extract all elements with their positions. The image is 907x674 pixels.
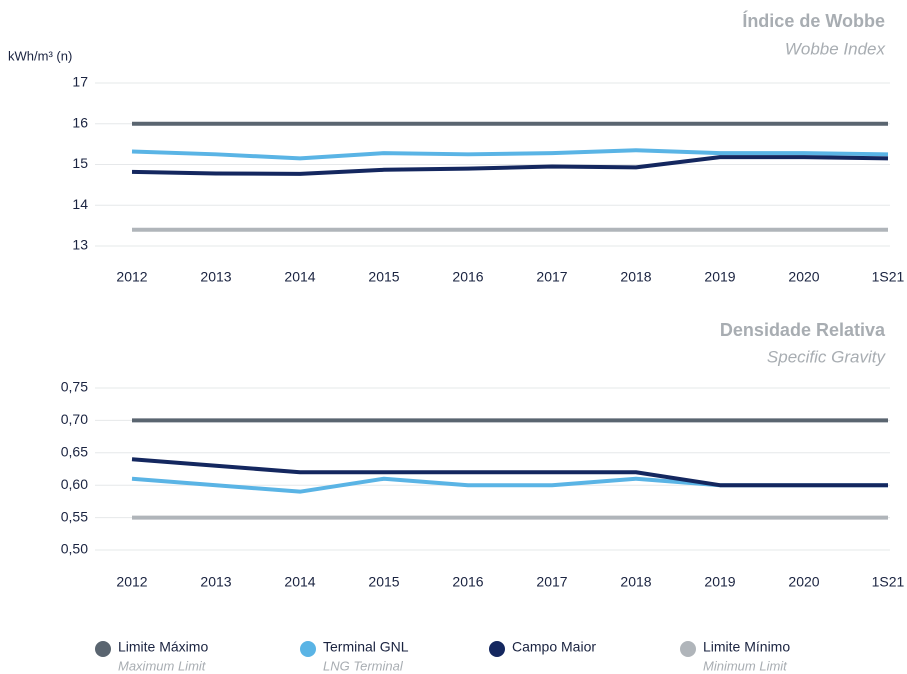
legend-translation: Maximum Limit — [118, 658, 207, 673]
x-tick-label: 2020 — [788, 269, 819, 285]
y-tick-label: 15 — [72, 155, 88, 171]
x-tick-label: 2019 — [704, 574, 735, 590]
legend-label: Limite Mínimo — [703, 639, 790, 655]
x-tick-label: 2018 — [620, 269, 651, 285]
x-tick-label: 2015 — [368, 269, 399, 285]
x-tick-label: 2015 — [368, 574, 399, 590]
x-tick-label: 2014 — [284, 269, 315, 285]
series-line — [131, 148, 889, 161]
legend-swatch — [300, 641, 316, 657]
chart-title: Índice de Wobbe — [742, 10, 885, 31]
y-tick-label: 17 — [72, 74, 88, 90]
y-axis-label: kWh/m³ (n) — [8, 48, 72, 63]
series-line — [131, 155, 889, 176]
x-tick-label: 2018 — [620, 574, 651, 590]
y-tick-label: 14 — [72, 196, 88, 212]
x-tick-label: 1S21 — [872, 269, 905, 285]
legend-label: Limite Máximo — [118, 639, 208, 655]
legend-label: Campo Maior — [512, 639, 596, 655]
series-line — [131, 457, 888, 488]
y-tick-label: 0,55 — [61, 508, 88, 524]
chart-subtitle: Specific Gravity — [767, 347, 887, 366]
y-tick-label: 0,65 — [61, 444, 88, 460]
y-tick-label: 0,50 — [61, 541, 88, 557]
y-tick-label: 16 — [72, 114, 88, 130]
legend-swatch — [680, 641, 696, 657]
x-tick-label: 2013 — [200, 574, 231, 590]
legend-translation: LNG Terminal — [323, 658, 404, 673]
y-tick-label: 0,60 — [61, 476, 88, 492]
chart-title: Densidade Relativa — [720, 320, 886, 340]
chart-subtitle: Wobbe Index — [785, 39, 886, 58]
x-tick-label: 2014 — [284, 574, 315, 590]
x-tick-label: 1S21 — [872, 574, 905, 590]
x-tick-label: 2017 — [536, 574, 567, 590]
x-tick-label: 2012 — [116, 269, 147, 285]
legend-label: Terminal GNL — [323, 639, 409, 655]
legend-swatch — [489, 641, 505, 657]
y-tick-label: 0,70 — [61, 411, 88, 427]
x-tick-label: 2019 — [704, 269, 735, 285]
x-tick-label: 2017 — [536, 269, 567, 285]
x-tick-label: 2012 — [116, 574, 147, 590]
y-tick-label: 13 — [72, 237, 88, 253]
legend-translation: Minimum Limit — [703, 658, 788, 673]
x-tick-label: 2020 — [788, 574, 819, 590]
y-tick-label: 0,75 — [61, 379, 88, 395]
x-tick-label: 2016 — [452, 574, 483, 590]
x-tick-label: 2013 — [200, 269, 231, 285]
x-tick-label: 2016 — [452, 269, 483, 285]
legend-swatch — [95, 641, 111, 657]
